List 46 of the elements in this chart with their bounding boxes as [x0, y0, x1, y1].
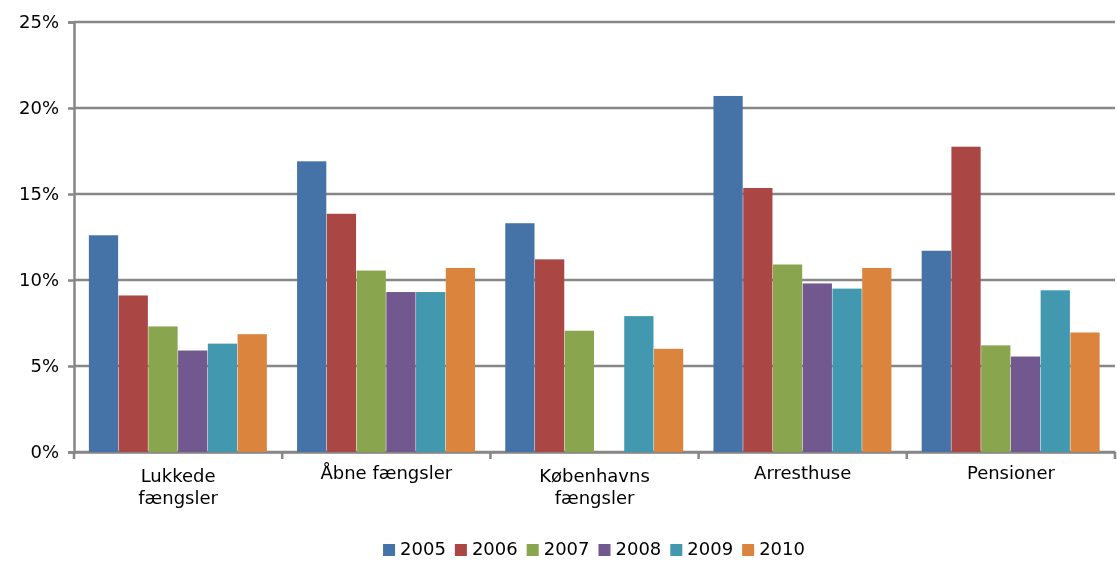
legend-label: 2006	[471, 538, 518, 559]
bar	[297, 161, 327, 452]
bar	[713, 95, 743, 452]
bar	[237, 334, 267, 452]
bar	[624, 316, 654, 452]
y-tick-label: 25%	[18, 11, 59, 33]
bar	[772, 264, 803, 452]
bar	[148, 326, 178, 452]
legend-label: 2008	[615, 538, 662, 559]
bar	[207, 343, 238, 452]
bar	[505, 223, 535, 452]
bar	[386, 292, 416, 452]
bar	[921, 250, 951, 452]
bar	[178, 350, 208, 452]
bar	[118, 295, 148, 452]
bar	[564, 330, 594, 452]
y-tick-label: 5%	[30, 355, 59, 377]
bar	[1040, 290, 1070, 452]
bar	[416, 292, 446, 452]
bar	[951, 146, 981, 452]
bar	[535, 259, 565, 452]
x-tick-label: Københavns fængsler	[539, 465, 650, 508]
bar	[88, 235, 119, 452]
bar	[653, 348, 684, 452]
x-tick-label: Åbne fængsler	[320, 462, 453, 483]
legend-label: 2007	[543, 538, 590, 559]
bar	[981, 345, 1011, 452]
x-tick-label: Arresthuse	[754, 462, 852, 483]
y-tick-label: 20%	[18, 97, 59, 119]
legend-label: 2005	[400, 538, 446, 559]
bar	[326, 213, 357, 452]
legend-label: 2009	[687, 538, 734, 559]
bar	[356, 270, 386, 452]
y-tick-label: 10%	[18, 269, 59, 291]
y-tick-label: 15%	[18, 183, 59, 205]
x-tick-label: Lukkede fængsler	[138, 465, 219, 508]
bar	[1010, 356, 1041, 452]
bar	[1070, 332, 1100, 452]
bar	[445, 267, 476, 452]
y-tick-label: 0%	[30, 441, 59, 463]
bar	[743, 187, 773, 452]
x-tick-label: Pensioner	[966, 462, 1056, 483]
bar	[802, 283, 832, 452]
legend-label: 2010	[759, 538, 805, 559]
bar	[832, 288, 862, 452]
bar	[862, 267, 892, 452]
